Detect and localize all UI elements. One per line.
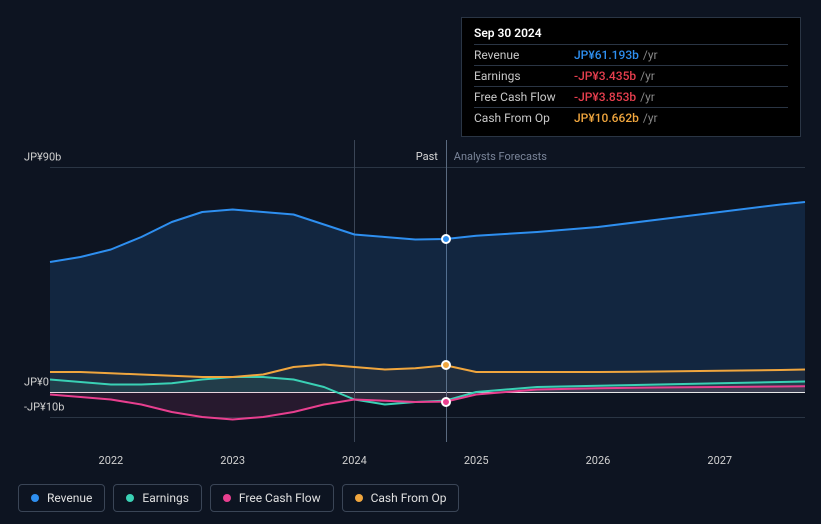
tooltip-row-label: Cash From Op [474, 111, 574, 125]
tooltip-row-label: Free Cash Flow [474, 90, 574, 104]
tooltip-row: Earnings-JP¥3.435b/yr [474, 65, 788, 86]
legend-item-earnings[interactable]: Earnings [113, 484, 202, 512]
marker-revenue [441, 234, 451, 244]
tooltip-row: RevenueJP¥61.193b/yr [474, 44, 788, 65]
legend: Revenue Earnings Free Cash Flow Cash From O… [18, 484, 459, 512]
x-tick-label: 2026 [586, 454, 611, 467]
legend-label: Free Cash Flow [239, 491, 321, 505]
tooltip-row-value: -JP¥3.853b [574, 90, 636, 104]
legend-dot-icon [126, 494, 134, 502]
x-tick-label: 2023 [220, 454, 245, 467]
legend-dot-icon [355, 494, 363, 502]
x-tick-label: 2025 [464, 454, 489, 467]
tooltip-row-label: Revenue [474, 48, 574, 62]
tooltip-row-unit: /yr [640, 90, 655, 104]
tooltip-row-label: Earnings [474, 69, 574, 83]
tooltip-row-unit: /yr [643, 111, 658, 125]
tooltip-row-unit: /yr [640, 69, 655, 83]
x-tick-label: 2024 [342, 454, 367, 467]
chart-svg [50, 142, 805, 442]
marker-fcf [441, 397, 451, 407]
legend-item-cfo[interactable]: Cash From Op [342, 484, 460, 512]
tooltip-row-value: JP¥10.662b [574, 111, 639, 125]
x-tick-label: 2027 [707, 454, 732, 467]
tooltip-rows: RevenueJP¥61.193b/yrEarnings-JP¥3.435b/y… [474, 44, 788, 128]
legend-label: Cash From Op [371, 491, 447, 505]
x-tick-label: 2022 [99, 454, 124, 467]
tooltip-row-value: -JP¥3.435b [574, 69, 636, 83]
series-fill-revenue [50, 202, 805, 392]
legend-item-revenue[interactable]: Revenue [18, 484, 105, 512]
y-tick-label: JP¥0 [24, 376, 49, 389]
legend-dot-icon [223, 494, 231, 502]
legend-label: Revenue [47, 491, 92, 505]
tooltip-row-unit: /yr [643, 48, 658, 62]
tooltip-row-value: JP¥61.193b [574, 48, 639, 62]
legend-item-fcf[interactable]: Free Cash Flow [210, 484, 334, 512]
marker-cfo [441, 360, 451, 370]
legend-label: Earnings [142, 491, 189, 505]
tooltip-row: Cash From OpJP¥10.662b/yr [474, 107, 788, 128]
tooltip: Sep 30 2024 RevenueJP¥61.193b/yrEarnings… [461, 17, 801, 137]
tooltip-row: Free Cash Flow-JP¥3.853b/yr [474, 86, 788, 107]
tooltip-title: Sep 30 2024 [474, 26, 788, 40]
legend-dot-icon [31, 494, 39, 502]
